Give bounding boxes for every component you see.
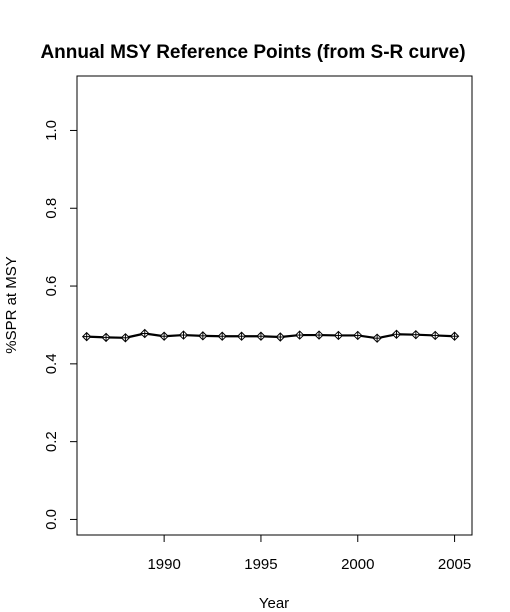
- data-point: [353, 330, 363, 341]
- data-point: [120, 333, 131, 343]
- y-tick-label: 1.0: [43, 120, 60, 141]
- x-tick-label: 2005: [438, 556, 471, 573]
- data-point: [101, 332, 111, 343]
- data-point: [314, 330, 324, 340]
- data-point: [198, 331, 208, 341]
- data-point: [411, 329, 421, 340]
- x-tick-label: 1995: [244, 556, 277, 573]
- plot-frame: [76, 75, 473, 536]
- x-axis: 1990 1995 2000 2005: [147, 534, 471, 573]
- x-tick-label: 2000: [341, 556, 374, 573]
- y-tick-label: 0.8: [43, 198, 60, 219]
- data-point: [275, 332, 286, 342]
- x-tick-label: 1990: [147, 556, 180, 573]
- data-point: [81, 331, 92, 342]
- data-point: [140, 328, 150, 339]
- data-point: [294, 330, 305, 340]
- y-tick-label: 0.6: [43, 276, 60, 297]
- x-axis-label: Year: [259, 595, 289, 612]
- y-axis: 0.0 0.2 0.4 0.6 0.8 1.0: [43, 120, 78, 530]
- chart-title: Annual MSY Reference Points (from S-R cu…: [40, 42, 465, 63]
- data-point: [333, 330, 344, 341]
- data-point: [372, 333, 382, 343]
- data-point: [236, 331, 247, 341]
- y-axis-label: %SPR at MSY: [3, 256, 20, 354]
- data-point: [178, 330, 189, 340]
- data-point: [159, 331, 169, 341]
- y-tick-label: 0.4: [43, 353, 60, 374]
- y-tick-label: 0.0: [43, 509, 60, 530]
- data-point: [217, 331, 227, 341]
- y-tick-label: 0.2: [43, 431, 60, 452]
- data-point: [430, 330, 440, 341]
- data-point: [256, 331, 266, 341]
- data-point: [449, 331, 460, 341]
- series-layer: [81, 328, 460, 343]
- data-point: [391, 329, 402, 339]
